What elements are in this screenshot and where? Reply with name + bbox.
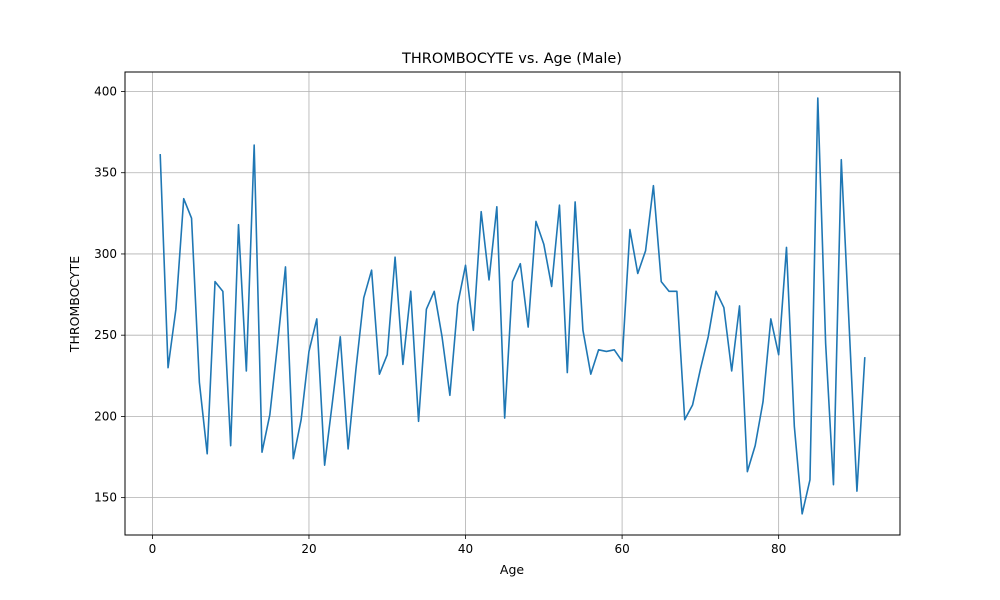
x-tick-label: 80 — [771, 542, 786, 556]
y-tick-label: 250 — [94, 328, 117, 342]
plot-frame — [124, 71, 901, 536]
y-axis-ticks: 150 200 250 300 350 400 — [94, 84, 125, 505]
x-tick-label: 60 — [614, 542, 629, 556]
x-tick-label: 20 — [301, 542, 316, 556]
x-tick-label: 40 — [458, 542, 473, 556]
grid — [125, 72, 900, 535]
plot-background — [125, 72, 900, 535]
data-series — [159, 97, 866, 515]
y-axis-label: THROMBOCYTE — [67, 256, 82, 353]
y-tick-label: 200 — [94, 409, 117, 423]
x-axis-label: Age — [500, 562, 524, 577]
y-tick-label: 350 — [94, 166, 117, 180]
y-tick-label: 150 — [94, 491, 117, 505]
series-line — [159, 97, 866, 515]
x-axis-ticks: 0 20 40 60 80 — [149, 535, 786, 556]
y-tick-label: 300 — [94, 247, 117, 261]
chart-title: THROMBOCYTE vs. Age (Male) — [401, 51, 622, 67]
x-tick-label: 0 — [149, 542, 157, 556]
y-tick-label: 400 — [94, 84, 117, 98]
